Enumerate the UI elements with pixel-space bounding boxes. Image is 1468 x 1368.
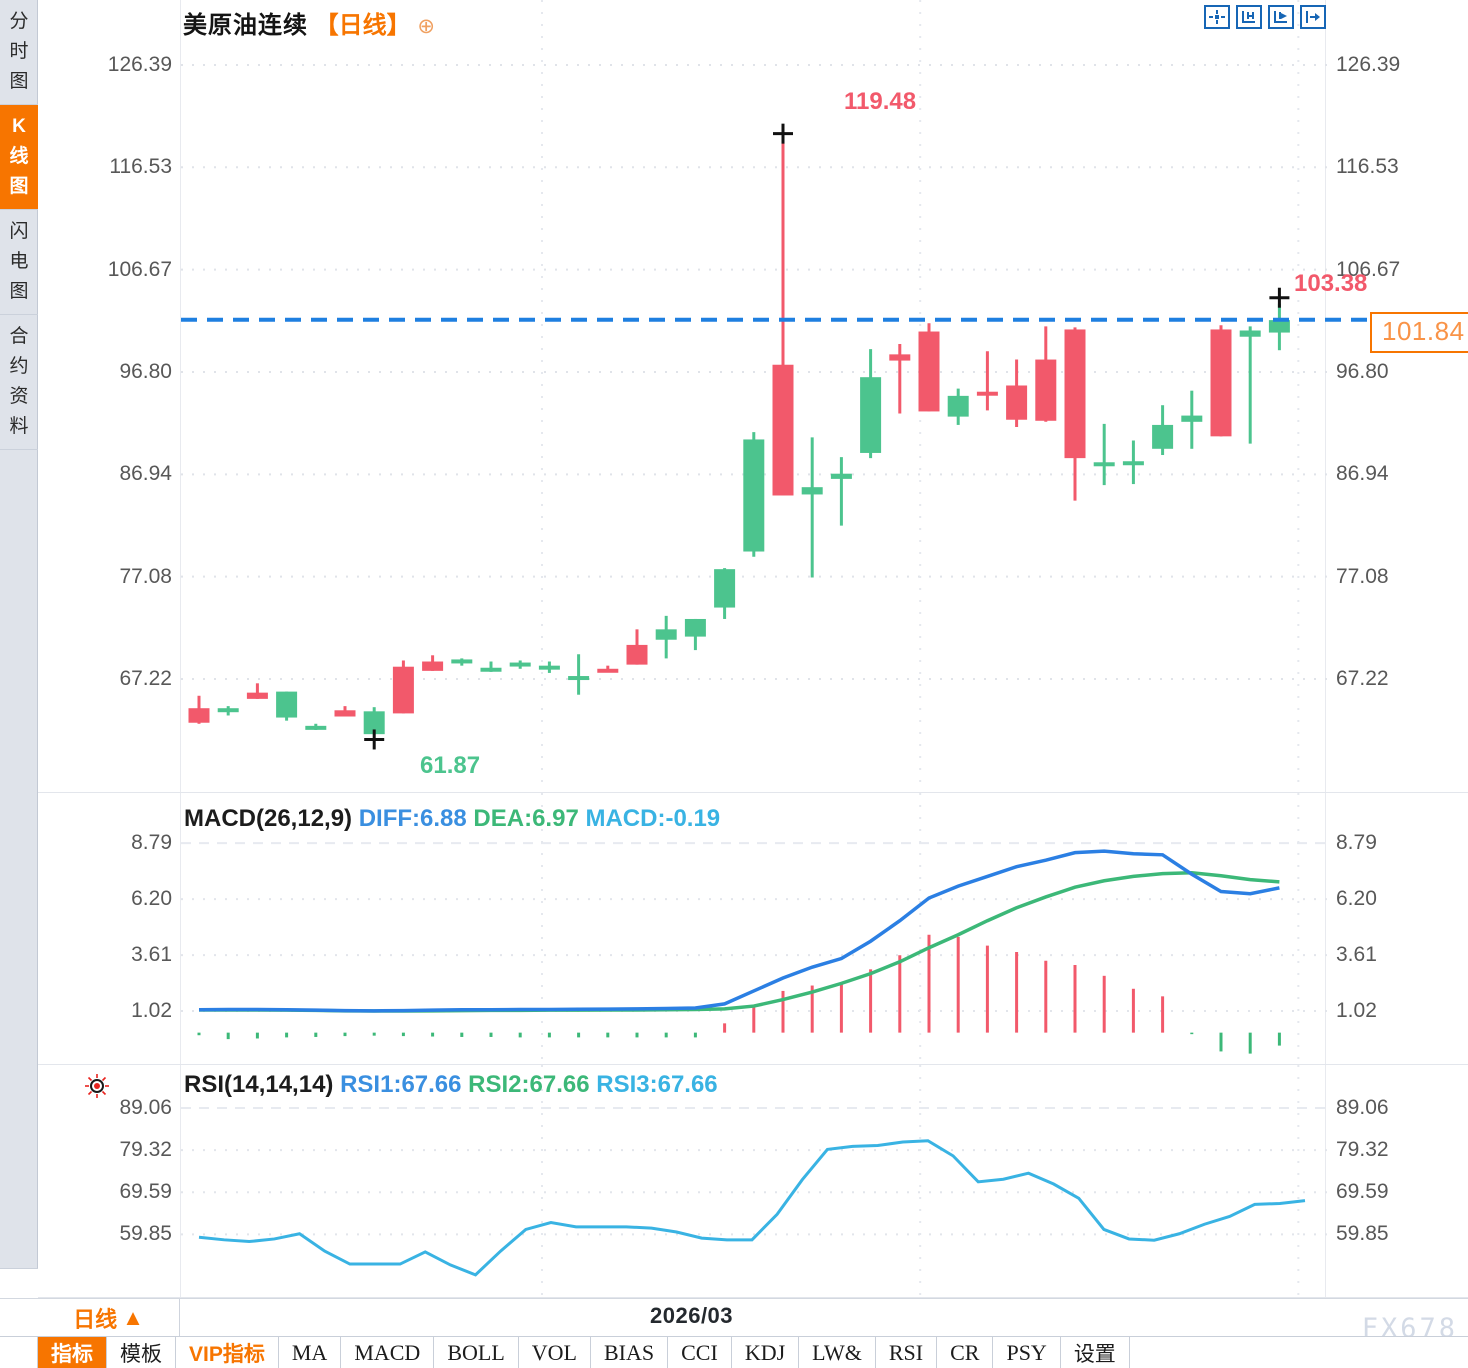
- tabbar-spacer: [0, 1337, 38, 1368]
- rsi-ytick-right-3: 59.85: [1336, 1222, 1389, 1246]
- price-ytick-right-0: 126.39: [1336, 52, 1401, 76]
- price-ytick-left-1: 116.53: [109, 155, 172, 179]
- price-ytick-right-4: 86.94: [1336, 462, 1389, 486]
- tab-vip-indicator[interactable]: VIP指标: [176, 1337, 279, 1368]
- current-price-tag[interactable]: 101.84: [1370, 312, 1468, 353]
- period-label: 【日线】: [314, 12, 411, 39]
- tab-template[interactable]: 模板: [107, 1337, 176, 1368]
- tab-psy[interactable]: PSY: [993, 1337, 1061, 1368]
- rsi-ytick-right-2: 69.59: [1336, 1180, 1389, 1204]
- tab-settings[interactable]: 设置: [1061, 1337, 1130, 1368]
- timeframe-label: 日线: [73, 1307, 118, 1332]
- sidebar-item-timeshare-chart[interactable]: 分 时 图: [0, 0, 38, 105]
- rsi2-value: RSI2:67.66: [468, 1071, 590, 1098]
- tabbar-items: 指标 模板 VIP指标 MA MACD BOLL VOL BIAS CCI KDJ LW& RSI CR…: [38, 1337, 1468, 1368]
- price-ytick-right-6: 67.22: [1336, 666, 1389, 690]
- price-ytick-left-5: 77.08: [119, 564, 172, 588]
- price-pane[interactable]: [38, 0, 1468, 793]
- crosshair-icon[interactable]: ⊕: [417, 15, 435, 38]
- chart-panes: 126.39 126.39 116.53 116.53 106.67 106.67 96.8…: [38, 0, 1468, 1298]
- rsi-ytick-left-0: 89.06: [119, 1096, 172, 1120]
- rsi3-value: RSI3:67.66: [596, 1071, 718, 1098]
- sidebar-item-lightning-chart[interactable]: 闪 电 图: [0, 210, 38, 315]
- zoom-region-icon[interactable]: [1268, 5, 1294, 29]
- rsi-pane[interactable]: [38, 1065, 1468, 1298]
- last-high-label: 103.38: [1294, 270, 1368, 297]
- price-ytick-right-5: 77.08: [1336, 564, 1389, 588]
- rsi-ytick-left-3: 59.85: [119, 1222, 172, 1246]
- period-low-label: 61.87: [420, 752, 481, 779]
- rsi-ytick-left-2: 69.59: [119, 1180, 172, 1204]
- macd-ytick-right-2: 3.61: [1336, 943, 1377, 967]
- macd-dea-value: DEA:6.97: [473, 805, 579, 832]
- tab-lw[interactable]: LW&: [799, 1337, 876, 1368]
- sidebar-filler: [0, 1268, 38, 1298]
- rsi-plot-area[interactable]: [180, 1065, 1327, 1297]
- macd-pane-header: MACD(26,12,9) DIFF:6.88 DEA:6.97 MACD:-0…: [184, 805, 720, 833]
- macd-ytick-left-0: 8.79: [131, 831, 172, 855]
- price-ytick-left-0: 126.39: [107, 52, 172, 76]
- macd-pane[interactable]: [38, 793, 1468, 1065]
- price-ytick-left-4: 86.94: [119, 462, 172, 486]
- macd-plot-area[interactable]: [180, 793, 1327, 1064]
- date-axis-bar: 日线 ▲ 2026/03 FX678: [0, 1298, 1468, 1344]
- indicator-tabbar: 指标 模板 VIP指标 MA MACD BOLL VOL BIAS CCI KDJ LW& RSI CR…: [0, 1336, 1468, 1368]
- period-high-label: 119.48: [844, 88, 917, 115]
- tabbar-empty-area: [1130, 1337, 1468, 1368]
- rsi-ytick-right-1: 79.32: [1336, 1138, 1389, 1162]
- tab-bias[interactable]: BIAS: [591, 1337, 669, 1368]
- price-plot-area[interactable]: [180, 0, 1387, 792]
- crosshair-move-icon[interactable]: [1204, 5, 1230, 29]
- expand-right-icon[interactable]: [1300, 5, 1326, 29]
- tab-cci[interactable]: CCI: [668, 1337, 732, 1368]
- macd-ytick-right-1: 6.20: [1336, 887, 1377, 911]
- macd-diff-value: DIFF:6.88: [358, 805, 467, 832]
- tab-boll[interactable]: BOLL: [434, 1337, 519, 1368]
- price-ytick-right-3: 96.80: [1336, 360, 1389, 383]
- macd-ytick-right-3: 1.02: [1336, 999, 1377, 1023]
- rsi-title: RSI(14,14,14): [184, 1071, 334, 1098]
- macd-ytick-left-1: 6.20: [131, 887, 172, 911]
- sun-icon[interactable]: [84, 1073, 110, 1099]
- tab-indicator[interactable]: 指标: [38, 1337, 107, 1368]
- macd-title: MACD(26,12,9): [184, 805, 353, 832]
- tab-kdj[interactable]: KDJ: [732, 1337, 800, 1368]
- sidebar-item-contract-info[interactable]: 合 约 资 料: [0, 315, 38, 450]
- left-sidebar: 分 时 图 K 线 图 闪 电 图 合 约 资 料: [0, 0, 38, 1298]
- chart-toolbar: [1204, 5, 1326, 29]
- rsi-ytick-left-1: 79.32: [119, 1138, 172, 1162]
- price-ytick-left-6: 67.22: [119, 666, 172, 690]
- price-ytick-left-2: 106.67: [107, 257, 172, 281]
- macd-hist-value: MACD:-0.19: [585, 805, 721, 832]
- caret-up-icon: ▲: [122, 1305, 144, 1330]
- rsi-ytick-right-0: 89.06: [1336, 1096, 1389, 1120]
- price-ytick-right-2: 106.67: [1336, 257, 1401, 281]
- measure-icon[interactable]: [1236, 5, 1262, 29]
- tab-ma[interactable]: MA: [279, 1337, 342, 1368]
- macd-ytick-left-2: 3.61: [131, 943, 172, 967]
- tab-rsi[interactable]: RSI: [876, 1337, 938, 1368]
- tab-macd[interactable]: MACD: [341, 1337, 435, 1368]
- date-tick-label: 2026/03: [650, 1303, 734, 1328]
- price-pane-header: 美原油连续 【日线】 ⊕: [183, 5, 435, 40]
- rsi-pane-header: RSI(14,14,14) RSI1:67.66 RSI2:67.66 RSI3…: [184, 1071, 718, 1099]
- rsi1-value: RSI1:67.66: [340, 1071, 462, 1098]
- symbol-name: 美原油连续: [183, 12, 308, 39]
- macd-ytick-left-3: 1.02: [131, 999, 172, 1023]
- tab-cr[interactable]: CR: [937, 1337, 994, 1368]
- price-ytick-left-3: 96.80: [119, 360, 172, 383]
- macd-ytick-right-0: 8.79: [1336, 831, 1377, 855]
- timeframe-selector[interactable]: 日线 ▲: [38, 1299, 180, 1337]
- price-ytick-right-1: 116.53: [1336, 155, 1399, 179]
- tab-vol[interactable]: VOL: [519, 1337, 591, 1368]
- sidebar-item-kline-chart[interactable]: K 线 图: [0, 105, 38, 210]
